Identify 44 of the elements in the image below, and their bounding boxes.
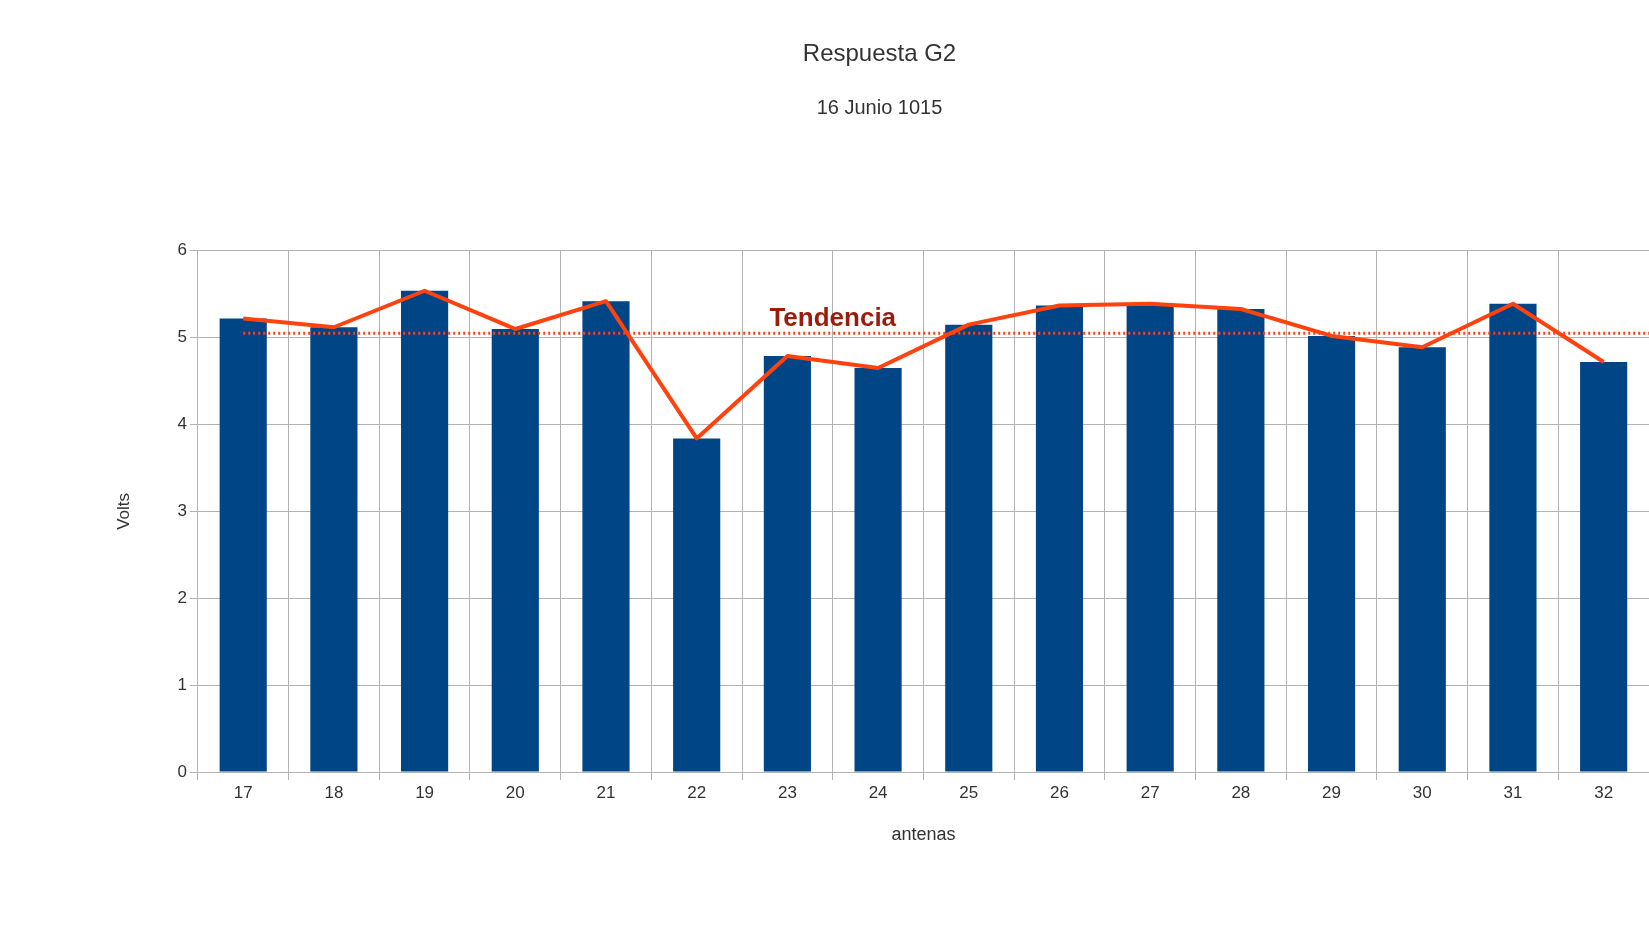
y-tick-label: 1 <box>177 674 187 694</box>
y-axis-title: Volts <box>113 492 133 530</box>
x-tick-label: 25 <box>959 782 979 802</box>
bar <box>1398 347 1446 772</box>
x-tick-label: 28 <box>1231 782 1251 802</box>
bar <box>1307 335 1356 772</box>
bar <box>1126 303 1174 772</box>
y-tick-label: 6 <box>177 240 187 260</box>
x-tick-label: 20 <box>505 782 525 802</box>
y-tick-label: 4 <box>177 414 187 434</box>
chart-title: Respuesta G2 <box>802 39 957 67</box>
x-tick-label: 26 <box>1050 782 1069 802</box>
bar <box>491 328 539 772</box>
y-tick-label: 3 <box>177 501 187 521</box>
x-tick-label: 17 <box>233 782 253 802</box>
x-tick-label: 29 <box>1322 782 1342 802</box>
x-axis-title: antenas <box>891 824 956 845</box>
bar <box>1489 303 1537 772</box>
x-tick-label: 23 <box>777 782 797 802</box>
bar <box>310 327 358 772</box>
x-tick-label: 21 <box>596 782 616 802</box>
x-tick-label: 18 <box>324 782 344 802</box>
x-tick-label: 22 <box>687 782 707 802</box>
chart-subtitle: 16 Junio 1015 <box>816 96 943 119</box>
x-tick-label: 24 <box>868 782 888 802</box>
bar <box>219 318 267 772</box>
bar <box>1217 309 1265 772</box>
y-tick-label: 0 <box>177 761 187 781</box>
bar <box>582 301 630 772</box>
y-tick-label: 5 <box>177 327 187 347</box>
bar <box>945 324 993 772</box>
ref-line-label: Tendencia <box>769 302 897 333</box>
x-tick-label: 19 <box>415 782 435 802</box>
x-tick-label: 27 <box>1140 782 1160 802</box>
x-tick-label: 30 <box>1412 782 1432 802</box>
bar <box>401 290 449 772</box>
bar <box>1035 305 1084 772</box>
bar <box>763 355 811 772</box>
bar <box>673 438 721 772</box>
x-tick-label: 31 <box>1503 782 1523 802</box>
bar <box>854 368 902 772</box>
y-tick-label: 2 <box>177 587 187 607</box>
bar <box>1580 361 1628 772</box>
x-tick-label: 32 <box>1594 782 1614 802</box>
